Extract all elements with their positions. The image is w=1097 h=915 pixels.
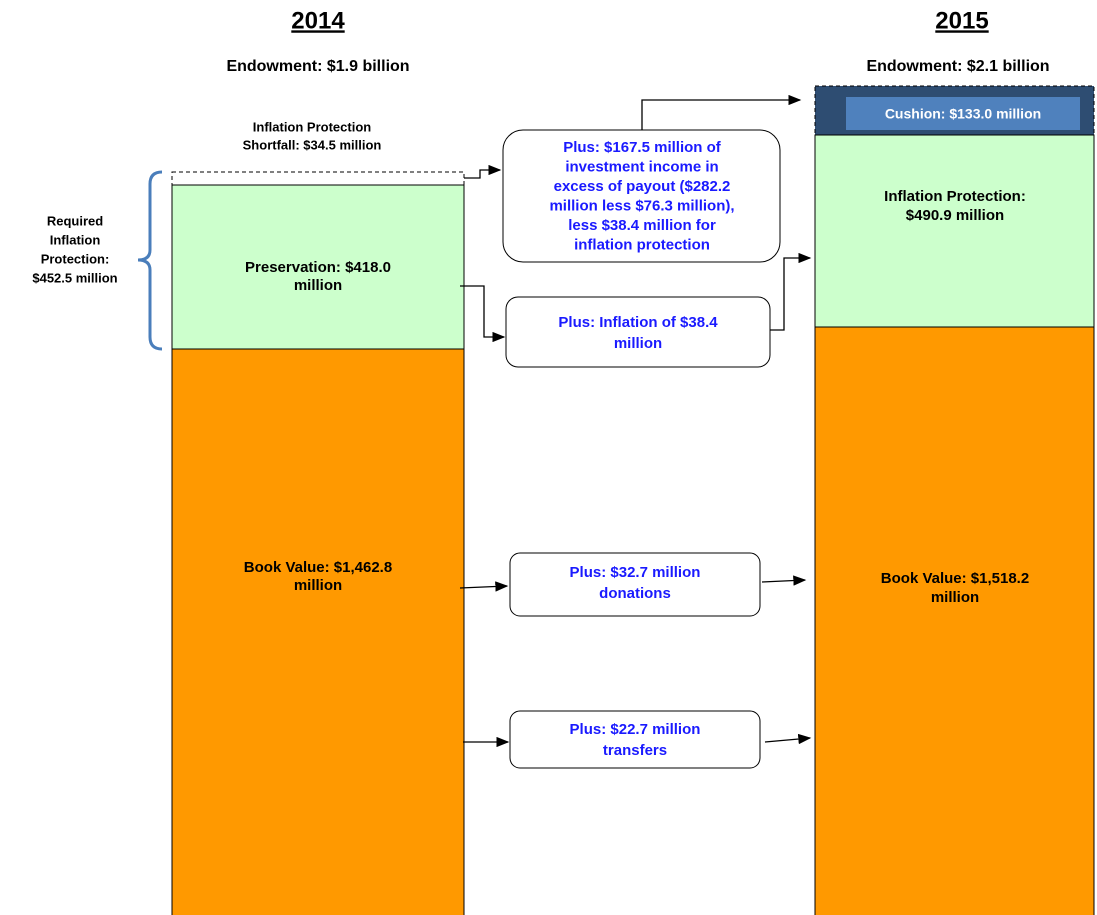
arrow xyxy=(764,733,812,745)
endowment: Endowment: $2.1 billion xyxy=(866,58,1049,75)
flow-label: transfers xyxy=(603,742,667,759)
endowment: Endowment: $1.9 billion xyxy=(226,58,409,75)
flow-label: million less $76.3 million), xyxy=(549,197,734,214)
inflation-protection-label: Inflation Protection: xyxy=(884,188,1026,205)
flow-box xyxy=(509,552,761,617)
shortfall-box xyxy=(171,171,465,186)
flow-label: inflation protection xyxy=(574,236,710,253)
bracket xyxy=(137,170,163,351)
arrow xyxy=(460,285,506,343)
year: 2015 xyxy=(935,7,988,34)
required-label: Required xyxy=(47,213,103,228)
inflation-protection-label: $490.9 million xyxy=(906,207,1004,224)
book-value-label: Book Value: $1,518.2 xyxy=(881,570,1029,587)
arrow xyxy=(770,252,812,331)
cushion-label: Cushion: $133.0 million xyxy=(885,106,1041,122)
flow-label: Plus: $32.7 million xyxy=(570,564,701,581)
required-label: Inflation xyxy=(50,232,101,247)
flow-label: excess of payout ($282.2 xyxy=(554,178,731,195)
flow-label: Plus: $167.5 million of xyxy=(563,139,722,156)
flow-label: Plus: $22.7 million xyxy=(570,721,701,738)
preservation-label: million xyxy=(294,277,342,294)
shortfall-label: Inflation Protection xyxy=(253,119,372,134)
preservation-block xyxy=(171,184,465,350)
flow-label: Plus: Inflation of $38.4 xyxy=(558,314,718,331)
shortfall-label: Shortfall: $34.5 million xyxy=(243,137,382,152)
arrow xyxy=(464,164,502,179)
arrow xyxy=(761,575,807,586)
arrow xyxy=(641,94,802,130)
book-value-label: million xyxy=(294,577,342,594)
flow-label: less $38.4 million for xyxy=(568,217,716,234)
flow-box xyxy=(509,710,761,769)
cushion-label-box xyxy=(846,97,1080,130)
flow-box xyxy=(505,296,771,368)
book-value-label: Book Value: $1,462.8 xyxy=(244,559,392,576)
book-value-label: million xyxy=(931,589,979,606)
required-label: Protection: xyxy=(41,251,110,266)
preservation-label: Preservation: $418.0 xyxy=(245,259,391,276)
book-value-block xyxy=(814,326,1095,915)
year: 2014 xyxy=(291,7,345,34)
flow-label: million xyxy=(614,335,662,352)
book-value-block xyxy=(171,348,465,915)
required-label: $452.5 million xyxy=(32,270,117,285)
flow-label: donations xyxy=(599,585,671,602)
inflation-protection-block xyxy=(814,134,1095,328)
arrow xyxy=(459,581,509,592)
flow-label: investment income in xyxy=(565,158,718,175)
